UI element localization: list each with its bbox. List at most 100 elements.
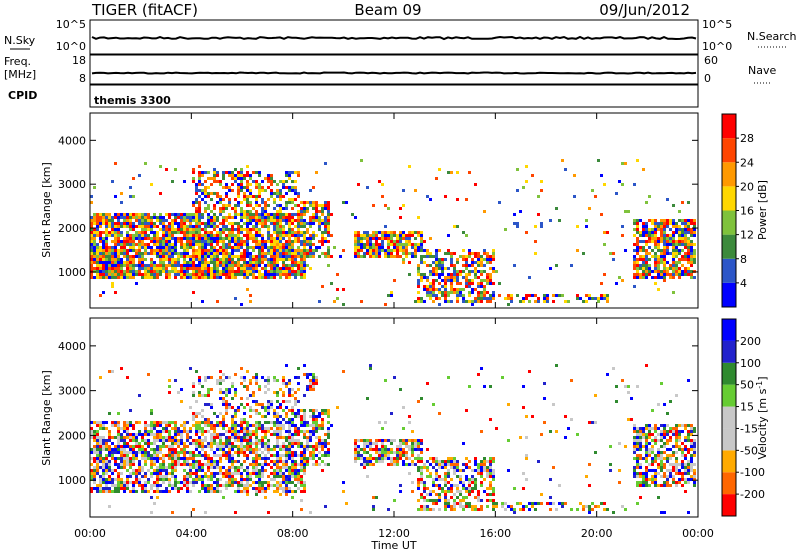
beam-title: Beam 09 — [354, 1, 421, 19]
heatmap-cell — [111, 469, 114, 472]
heatmap-cell — [441, 487, 444, 490]
heatmap-cell — [171, 469, 174, 472]
heatmap-cell — [207, 394, 210, 397]
heatmap-cell — [228, 216, 231, 219]
heatmap-cell — [96, 424, 99, 427]
heatmap-cell — [162, 252, 165, 255]
heatmap-cell — [681, 249, 684, 252]
heatmap-cell — [453, 463, 456, 466]
heatmap-cell — [123, 246, 126, 249]
heatmap-cell — [147, 222, 150, 225]
heatmap-cell — [399, 439, 402, 442]
heatmap-cell — [285, 258, 288, 261]
heatmap-cell — [453, 225, 456, 228]
heatmap-cell — [153, 252, 156, 255]
heatmap-cell — [117, 237, 120, 240]
heatmap-cell — [102, 460, 105, 463]
heatmap-cell — [291, 261, 294, 264]
heatmap-cell — [303, 481, 306, 484]
heatmap-cell — [213, 427, 216, 430]
heatmap-cell — [249, 234, 252, 237]
heatmap-cell — [249, 216, 252, 219]
heatmap-cell — [681, 222, 684, 225]
heatmap-cell — [669, 243, 672, 246]
heatmap-cell — [195, 273, 198, 276]
heatmap-cell — [474, 505, 477, 508]
heatmap-cell — [192, 508, 195, 511]
heatmap-cell — [198, 276, 201, 279]
heatmap-cell — [111, 270, 114, 273]
heatmap-cell — [261, 213, 264, 216]
heatmap-cell — [111, 225, 114, 228]
heatmap-cell — [633, 427, 636, 430]
heatmap-cell — [336, 406, 339, 409]
heatmap-cell — [99, 267, 102, 270]
heatmap-cell — [138, 219, 141, 222]
heatmap-cell — [207, 192, 210, 195]
heatmap-cell — [219, 228, 222, 231]
heatmap-cell — [381, 460, 384, 463]
heatmap-cell — [183, 478, 186, 481]
heatmap-cell — [378, 180, 381, 183]
heatmap-cell — [483, 279, 486, 282]
heatmap-cell — [204, 201, 207, 204]
heatmap-cell — [393, 279, 396, 282]
heatmap-cell — [105, 243, 108, 246]
heatmap-cell — [117, 445, 120, 448]
heatmap-cell — [276, 475, 279, 478]
heatmap-cell — [276, 463, 279, 466]
heatmap-cell — [315, 436, 318, 439]
heatmap-cell — [198, 219, 201, 222]
heatmap-cell — [321, 427, 324, 430]
heatmap-cell — [195, 412, 198, 415]
heatmap-cell — [261, 436, 264, 439]
heatmap-cell — [111, 180, 114, 183]
heatmap-cell — [468, 279, 471, 282]
heatmap-cell — [360, 439, 363, 442]
heatmap-cell — [357, 252, 360, 255]
heatmap-cell — [144, 424, 147, 427]
heatmap-cell — [255, 246, 258, 249]
heatmap-cell — [96, 421, 99, 424]
heatmap-cell — [309, 201, 312, 204]
heatmap-cell — [645, 228, 648, 231]
heatmap-cell — [90, 469, 93, 472]
heatmap-cell — [120, 433, 123, 436]
heatmap-cell — [672, 222, 675, 225]
heatmap-cell — [627, 391, 630, 394]
heatmap-cell — [216, 216, 219, 219]
heatmap-cell — [195, 249, 198, 252]
heatmap-cell — [93, 433, 96, 436]
heatmap-cell — [438, 276, 441, 279]
heatmap-cell — [177, 445, 180, 448]
heatmap-cell — [651, 231, 654, 234]
heatmap-cell — [636, 219, 639, 222]
heatmap-cell — [252, 391, 255, 394]
heatmap-cell — [255, 243, 258, 246]
heatmap-cell — [162, 457, 165, 460]
heatmap-cell — [264, 273, 267, 276]
heatmap-cell — [285, 430, 288, 433]
heatmap-cell — [243, 192, 246, 195]
heatmap-cell — [225, 267, 228, 270]
heatmap-cell — [294, 427, 297, 430]
heatmap-cell — [162, 270, 165, 273]
heatmap-cell — [663, 219, 666, 222]
heatmap-cell — [474, 270, 477, 273]
heatmap-cell — [312, 243, 315, 246]
heatmap-cell — [159, 165, 162, 168]
heatmap-cell — [327, 213, 330, 216]
heatmap-cell — [162, 439, 165, 442]
heatmap-cell — [276, 255, 279, 258]
heatmap-cell — [324, 225, 327, 228]
heatmap-cell — [147, 264, 150, 267]
heatmap-cell — [312, 427, 315, 430]
heatmap-cell — [312, 213, 315, 216]
heatmap-cell — [441, 261, 444, 264]
heatmap-cell — [300, 243, 303, 246]
heatmap-cell — [375, 234, 378, 237]
heatmap-cell — [636, 237, 639, 240]
heatmap-cell — [138, 270, 141, 273]
heatmap-cell — [105, 222, 108, 225]
heatmap-cell — [219, 466, 222, 469]
